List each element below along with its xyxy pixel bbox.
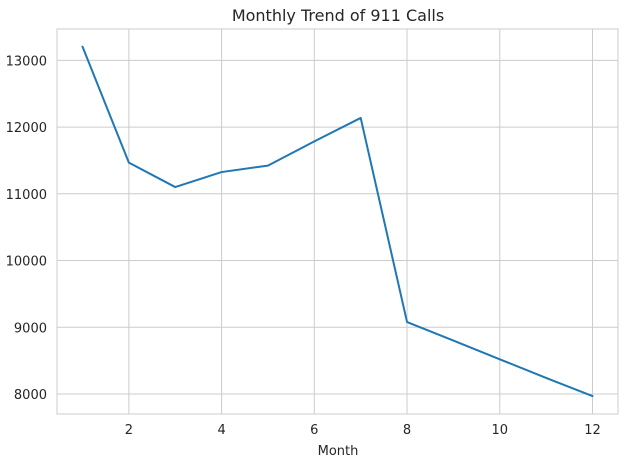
chart-title: Monthly Trend of 911 Calls [232,6,444,25]
plot-area-frame [56,28,619,415]
x-axis-label: Month [318,444,359,459]
grid-lines [57,29,618,414]
y-tick-label: 10000 [6,255,47,270]
y-tick-label: 12000 [6,121,47,136]
y-tick-label: 8000 [14,388,47,403]
y-tick-label: 13000 [6,54,47,69]
x-tick-label: 12 [584,423,601,438]
x-tick-label: 8 [403,423,411,438]
x-tick-label: 4 [217,423,225,438]
y-tick-label: 9000 [14,321,47,336]
tick-labels: 2 4 6 8 10 12 8000 9000 10000 11000 12000 13000 [6,54,601,438]
series-line [81,45,594,398]
y-tick-label: 11000 [6,188,47,203]
x-tick-label: 6 [310,423,318,438]
x-tick-label: 2 [125,423,133,438]
series-layer [81,45,594,398]
x-tick-label: 10 [491,423,508,438]
